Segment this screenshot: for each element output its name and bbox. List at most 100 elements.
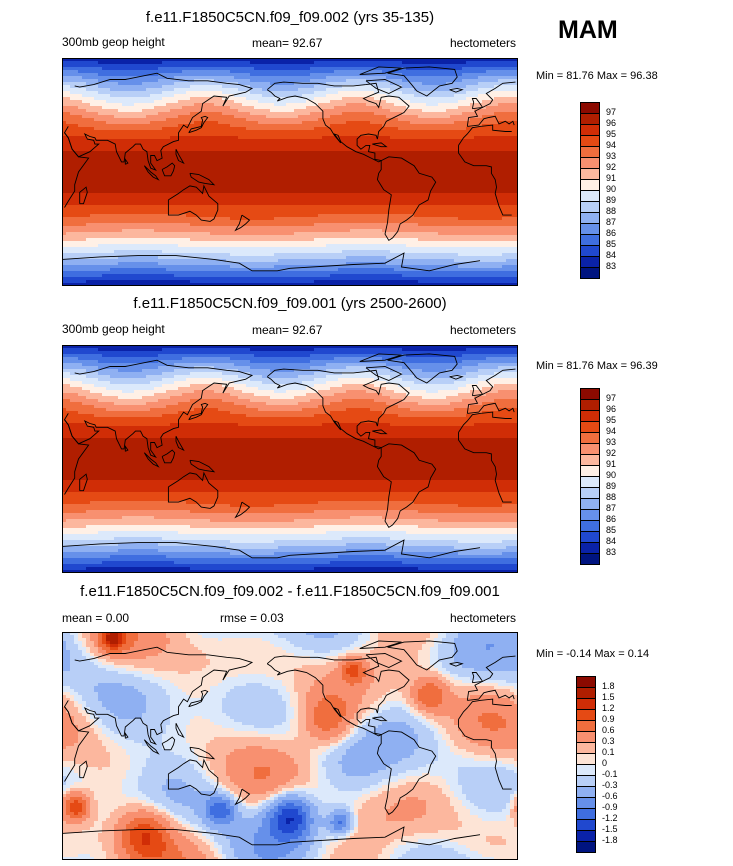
map-frame <box>62 345 518 573</box>
coast-australia <box>167 184 219 222</box>
coast-new-zealand <box>234 788 251 806</box>
coast-philippines <box>175 723 185 739</box>
colorbar-tick-label: 0.1 <box>602 747 615 757</box>
panel-3-map <box>62 632 518 860</box>
panel-1-units: hectometers <box>450 36 516 50</box>
colorbar-tick-label: 94 <box>606 426 616 436</box>
coast-borneo <box>161 736 176 751</box>
coast-borneo <box>161 162 176 177</box>
colorbar-tick-label: 1.8 <box>602 681 615 691</box>
colorbar-tick-label: 1.2 <box>602 703 615 713</box>
coast-new-guinea <box>189 459 216 473</box>
colorbar-tick-label: -1.5 <box>602 824 618 834</box>
coast-africa <box>64 124 512 216</box>
coast-japan <box>188 115 209 134</box>
coastlines <box>62 353 516 559</box>
colorbar-tick-label: 89 <box>606 481 616 491</box>
coast-borneo <box>161 449 176 464</box>
coast-greenland <box>387 640 458 671</box>
colorbar-tick-label: 83 <box>606 547 616 557</box>
panel-2-units: hectometers <box>450 323 516 337</box>
coast-greenland <box>387 66 458 97</box>
coastlines <box>62 640 516 846</box>
colorbar-tick-label: 85 <box>606 525 616 535</box>
colorbar-tick-label: 92 <box>606 448 616 458</box>
colorbar-tick-label: 96 <box>606 118 616 128</box>
colorbar-tick-label: 87 <box>606 503 616 513</box>
colorbar-tick-label: 84 <box>606 536 616 546</box>
colorbar-tick-label: 90 <box>606 470 616 480</box>
coast-sri-lanka <box>124 731 129 739</box>
coast-antarctica <box>62 252 481 272</box>
colorbar-tick-label: 91 <box>606 173 616 183</box>
coast-new-guinea <box>189 746 216 760</box>
panel-2-map <box>62 345 518 573</box>
coast-south-america <box>376 730 437 816</box>
coast-ellesmere <box>359 66 402 75</box>
coast-asia-europe <box>63 646 516 746</box>
colorbar-tick-label: 83 <box>606 261 616 271</box>
coast-sri-lanka <box>124 157 129 165</box>
coast-philippines <box>175 436 185 452</box>
coast-baffin <box>365 79 403 94</box>
colorbar-tick-label: 97 <box>606 107 616 117</box>
colorbar-tick-label: 96 <box>606 404 616 414</box>
colorbar-tick-label: 92 <box>606 162 616 172</box>
coast-madagascar <box>79 186 88 205</box>
coast-africa <box>64 411 512 503</box>
colorbar-tick-label: 0.3 <box>602 736 615 746</box>
colorbar-tick-label: 87 <box>606 217 616 227</box>
coast-british-isles <box>471 98 484 110</box>
coast-iceland <box>449 87 464 93</box>
panel-1-left-label: 300mb geop height <box>62 35 165 49</box>
map-frame <box>62 632 518 860</box>
panel-2-left-label: 300mb geop height <box>62 322 165 336</box>
panel-2-minmax: Min = 81.76 Max = 96.39 <box>536 360 658 372</box>
coast-japan <box>188 689 209 708</box>
coast-madagascar <box>79 473 88 492</box>
colorbar-tick-label: 0.9 <box>602 714 615 724</box>
coast-madagascar <box>79 760 88 779</box>
colorbar-swatch <box>580 267 600 279</box>
panel-3-rmse: rmse = 0.03 <box>220 611 284 625</box>
coast-ellesmere <box>359 353 402 362</box>
colorbar-tick-label: 89 <box>606 195 616 205</box>
colorbar-tick-label: 94 <box>606 140 616 150</box>
colorbar-tick-label: 95 <box>606 129 616 139</box>
panel-3-title: f.e11.F1850C5CN.f09_f09.002 - f.e11.F185… <box>60 583 520 600</box>
colorbar-tick-label: 90 <box>606 184 616 194</box>
coast-baffin <box>365 366 403 381</box>
colorbar-tick-label: 86 <box>606 228 616 238</box>
field-cells <box>62 58 518 286</box>
coast-asia-europe <box>63 72 516 172</box>
coast-africa <box>64 698 512 790</box>
coast-cuba <box>372 716 388 722</box>
panel-1-map <box>62 58 518 286</box>
colorbar-tick-label: 93 <box>606 151 616 161</box>
colorbar-tick-label: -0.3 <box>602 780 618 790</box>
coast-baffin <box>365 653 403 668</box>
colorbar-tick-label: 88 <box>606 206 616 216</box>
coast-north-america <box>266 655 410 737</box>
coast-cuba <box>372 429 388 435</box>
coast-sri-lanka <box>124 444 129 452</box>
coastlines <box>62 66 516 272</box>
panel-1-title: f.e11.F1850C5CN.f09_f09.002 (yrs 35-135) <box>60 9 520 26</box>
coast-australia <box>167 471 219 509</box>
coast-new-zealand <box>234 214 251 232</box>
coast-british-isles <box>471 672 484 684</box>
colorbar-tick-label: -0.9 <box>602 802 618 812</box>
colorbar-tick-label: 95 <box>606 415 616 425</box>
colorbar-tick-label: 91 <box>606 459 616 469</box>
panel-2-title: f.e11.F1850C5CN.f09_f09.001 (yrs 2500-26… <box>60 295 520 312</box>
colorbar-tick-label: -1.2 <box>602 813 618 823</box>
colorbar-tick-label: 86 <box>606 514 616 524</box>
coast-cuba <box>372 142 388 148</box>
colorbar-tick-label: 85 <box>606 239 616 249</box>
coast-asia-europe <box>63 359 516 459</box>
colorbar-tick-label: -1.8 <box>602 835 618 845</box>
coast-japan <box>188 402 209 421</box>
panel-3-minmax: Min = -0.14 Max = 0.14 <box>536 648 649 660</box>
colorbar-tick-label: 0.6 <box>602 725 615 735</box>
coast-sumatra <box>143 739 160 755</box>
